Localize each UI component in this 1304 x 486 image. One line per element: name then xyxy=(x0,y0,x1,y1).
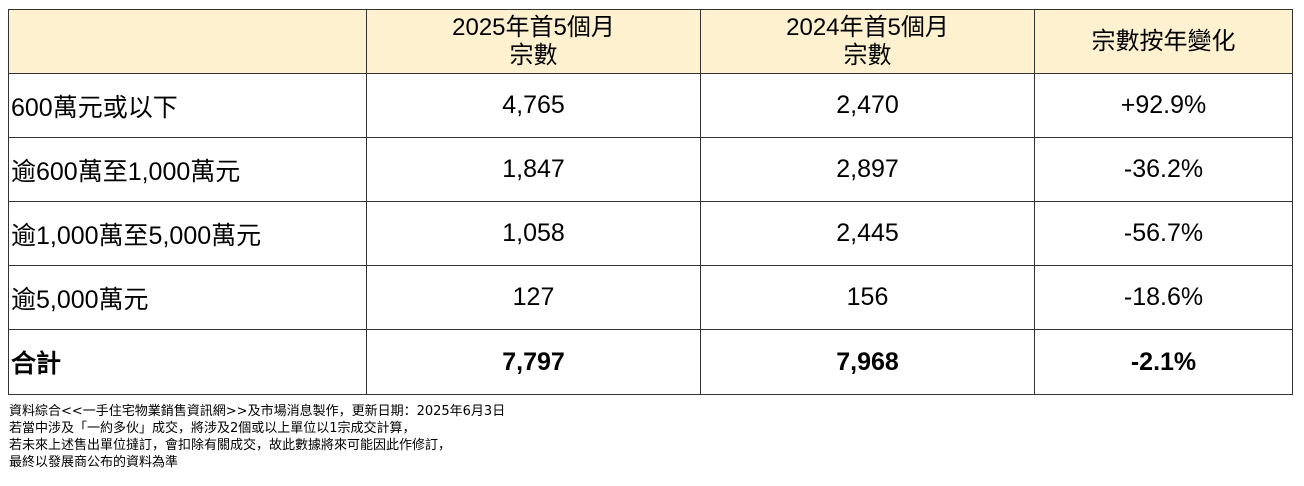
source-notes: 資料綜合<<一手住宅物業銷售資訊網>>及市場消息製作，更新日期：2025年6月3… xyxy=(9,403,505,471)
cell-2024: 2,445 xyxy=(700,201,1035,266)
table-row: 逾600萬至1,000萬元 1,847 2,897 -36.2% xyxy=(8,137,1293,202)
total-change: -2.1% xyxy=(1034,329,1293,395)
total-row: 合計 7,797 7,968 -2.1% xyxy=(8,329,1293,395)
cell-2025: 1,847 xyxy=(366,137,701,202)
header-row: 2025年首5個月 宗數 2024年首5個月 宗數 宗數按年變化 xyxy=(8,9,1293,74)
table-row: 逾5,000萬元 127 156 -18.6% xyxy=(8,265,1293,330)
note-line: 最終以發展商公布的資料為準 xyxy=(9,455,179,470)
header-cell-2024: 2024年首5個月 宗數 xyxy=(700,9,1035,74)
note-line: 若當中涉及「一約多伙」成交，將涉及2個或以上單位以1宗成交計算， xyxy=(9,421,416,436)
cell-change: -36.2% xyxy=(1034,137,1293,202)
header-2025-line2: 宗數 xyxy=(509,41,558,69)
cell-change: +92.9% xyxy=(1034,73,1293,138)
cell-2025: 1,058 xyxy=(366,201,701,266)
header-cell-2025: 2025年首5個月 宗數 xyxy=(366,9,701,74)
header-2024-line1: 2024年首5個月 xyxy=(786,13,949,41)
sales-table-container: 2025年首5個月 宗數 2024年首5個月 宗數 宗數按年變化 600萬元或以… xyxy=(8,9,1293,395)
cell-2024: 156 xyxy=(700,265,1035,330)
cell-2025: 4,765 xyxy=(366,73,701,138)
row-label: 逾5,000萬元 xyxy=(8,265,367,330)
total-label: 合計 xyxy=(8,329,367,395)
note-line: 資料綜合<<一手住宅物業銷售資訊網>>及市場消息製作，更新日期：2025年6月3… xyxy=(9,404,506,419)
note-line: 若未來上述售出單位撻訂，會扣除有關成交，故此數據將來可能因此作修訂， xyxy=(9,438,452,453)
header-cell-blank xyxy=(8,9,367,74)
cell-2024: 2,470 xyxy=(700,73,1035,138)
table-body: 600萬元或以下 4,765 2,470 +92.9% 逾600萬至1,000萬… xyxy=(8,73,1293,395)
total-2025: 7,797 xyxy=(366,329,701,395)
sales-by-price-table: 2025年首5個月 宗數 2024年首5個月 宗數 宗數按年變化 600萬元或以… xyxy=(8,9,1293,395)
cell-2024: 2,897 xyxy=(700,137,1035,202)
row-label: 逾1,000萬至5,000萬元 xyxy=(8,201,367,266)
table-header: 2025年首5個月 宗數 2024年首5個月 宗數 宗數按年變化 xyxy=(8,9,1293,74)
header-cell-change: 宗數按年變化 xyxy=(1034,9,1293,74)
row-label: 600萬元或以下 xyxy=(8,73,367,138)
row-label: 逾600萬至1,000萬元 xyxy=(8,137,367,202)
header-2024-line2: 宗數 xyxy=(843,41,892,69)
header-2025-line1: 2025年首5個月 xyxy=(452,13,615,41)
cell-change: -18.6% xyxy=(1034,265,1293,330)
table-row: 逾1,000萬至5,000萬元 1,058 2,445 -56.7% xyxy=(8,201,1293,266)
cell-2025: 127 xyxy=(366,265,701,330)
table-row: 600萬元或以下 4,765 2,470 +92.9% xyxy=(8,73,1293,138)
total-2024: 7,968 xyxy=(700,329,1035,395)
cell-change: -56.7% xyxy=(1034,201,1293,266)
